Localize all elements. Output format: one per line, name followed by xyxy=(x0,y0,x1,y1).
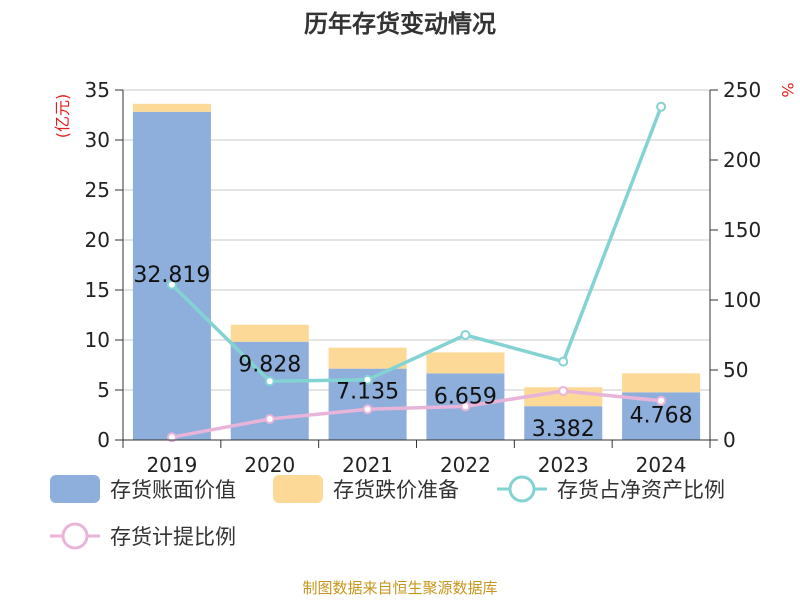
right-axis-unit: % xyxy=(778,82,797,97)
legend-impairment-reserve-label: 存货跌价准备 xyxy=(333,478,459,502)
legend-net-asset-ratio-marker xyxy=(508,475,536,503)
left-tick-label: 35 xyxy=(85,78,110,102)
legend-provision-ratio-label: 存货计提比例 xyxy=(110,525,236,549)
left-tick-label: 5 xyxy=(97,378,110,402)
x-tick-label: 2021 xyxy=(342,453,393,477)
right-tick-label: 250 xyxy=(723,78,761,102)
left-tick-label: 15 xyxy=(85,278,110,302)
legend-book-value-label: 存货账面价值 xyxy=(110,478,236,502)
bar-value-label: 6.659 xyxy=(434,384,497,409)
x-tick-label: 2020 xyxy=(244,453,295,477)
point-net-asset-ratio xyxy=(362,374,373,385)
source-note: 制图数据来自恒生聚源数据库 xyxy=(302,579,497,597)
left-tick-label: 30 xyxy=(85,128,110,152)
left-tick-label: 25 xyxy=(85,178,110,202)
data-labels: 32.819 9.828 7.135 6.659 3.382 4.768 xyxy=(133,263,692,442)
bar-value-label: 32.819 xyxy=(133,263,210,288)
point-provision-ratio xyxy=(656,395,667,406)
bar-impairment-reserve xyxy=(426,352,505,374)
x-tick-label: 2022 xyxy=(440,453,491,477)
left-tick-label: 0 xyxy=(97,428,110,452)
point-net-asset-ratio xyxy=(264,376,275,387)
legend-impairment-reserve-swatch xyxy=(273,475,323,503)
bar-value-label: 3.382 xyxy=(532,417,595,442)
point-net-asset-ratio xyxy=(558,356,569,367)
bar-value-label: 4.768 xyxy=(630,403,693,428)
line-net-asset-ratio xyxy=(170,106,663,383)
bar-value-label: 9.828 xyxy=(238,353,301,378)
axes: 0 5 10 15 20 25 30 35 0 50 100 150 200 250 2019 2020 202… xyxy=(53,78,797,477)
x-tick-label: 2024 xyxy=(636,453,687,477)
point-net-asset-ratio xyxy=(166,279,177,290)
bar-book-value xyxy=(524,406,603,440)
line-provision-ratio xyxy=(171,389,662,439)
bar-impairment-reserve xyxy=(132,103,211,112)
left-tick-label: 10 xyxy=(85,328,110,352)
bar-impairment-reserve xyxy=(328,347,407,369)
right-tick-label: 50 xyxy=(723,358,748,382)
legend-net-asset-ratio-label: 存货占净资产比例 xyxy=(557,478,725,502)
point-provision-ratio xyxy=(362,404,373,415)
right-tick-label: 200 xyxy=(723,148,761,172)
right-tick-label: 0 xyxy=(723,428,736,452)
right-tick-label: 100 xyxy=(723,288,761,312)
right-tick-label: 150 xyxy=(723,218,761,242)
bar-impairment-reserve xyxy=(622,373,701,393)
left-tick-label: 20 xyxy=(85,228,110,252)
bar-value-label: 7.135 xyxy=(336,380,399,405)
point-provision-ratio xyxy=(460,401,471,412)
chart-title: 历年存货变动情况 xyxy=(304,10,496,38)
point-provision-ratio xyxy=(166,432,177,443)
left-axis-unit: (亿元) xyxy=(53,94,72,139)
lines xyxy=(166,101,667,443)
point-net-asset-ratio xyxy=(460,330,471,340)
x-tick-label: 2019 xyxy=(146,453,197,477)
bar-impairment-reserve xyxy=(230,324,309,342)
grid xyxy=(123,89,710,441)
bar-book-value xyxy=(132,111,211,440)
point-provision-ratio xyxy=(264,414,275,424)
legend-book-value-swatch xyxy=(50,475,100,503)
point-provision-ratio xyxy=(558,386,569,396)
x-tick-label: 2023 xyxy=(538,453,589,477)
point-net-asset-ratio xyxy=(656,101,667,112)
legend-provision-ratio-marker xyxy=(61,522,89,550)
